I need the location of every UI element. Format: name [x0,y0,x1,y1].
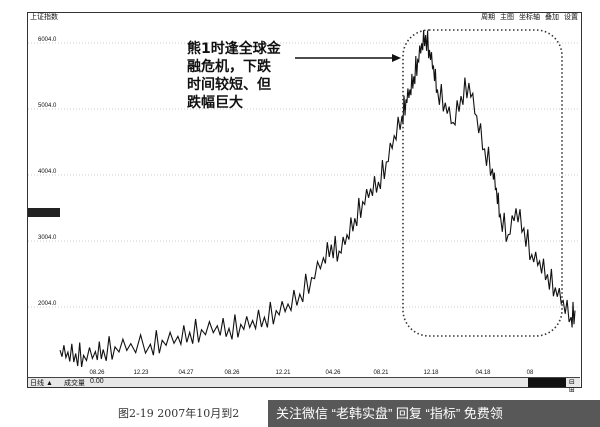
annotation-line: 时间较短、但 [187,77,271,93]
y-axis-marker [28,208,60,217]
chart-frame [27,12,582,388]
price-series-line [59,30,576,367]
annotation-text: 熊1时逢全球金 融危机，下跌 时间较短、但 跌幅巨大 [187,40,297,112]
x-tick-label: 12.21 [275,370,291,376]
toolbar-overlay[interactable]: 叠加 [545,14,559,21]
x-tick-label: 04.26 [325,370,341,376]
period-label[interactable]: 日线 ▲ [30,380,53,387]
indicator-value: 0.00 [90,378,104,385]
x-tick-label: 04.18 [475,370,491,376]
annotation-line: 跌幅巨大 [187,95,243,111]
x-tick-label: 04.27 [178,370,194,376]
y-tick-label: 4004.0 [38,169,57,175]
indicator-name[interactable]: 成交量 [64,380,85,387]
figure-caption: 图2-19 2007年10月到2 [118,407,240,420]
annotation-line: 融危机，下跌 [187,59,271,75]
watermark-banner: 关注微信 “老韩实盘” 回复 “指标” 免费领 [268,400,600,427]
x-tick-label: 08.26 [224,370,240,376]
x-tick-label: 08.26 [89,370,105,376]
chart-title: 上证指数 [30,14,58,21]
grid [28,42,578,308]
x-tick-label: 12.23 [133,370,149,376]
y-axis-ticks: 2004.0 3004.0 4004.0 5004.0 6004.0 [38,37,57,307]
y-tick-label: 2004.0 [38,301,57,307]
chart-toolbar: 周期 主图 坐标轴 叠加 设置 [481,12,578,22]
annotation-line: 熊1时逢全球金 [187,41,281,57]
toolbar-main[interactable]: 主图 [500,14,514,21]
x-tick-label: 08 [527,370,534,376]
x-axis-ticks: 08.26 12.23 04.27 08.26 12.21 04.26 08.21 12.18… [89,370,534,376]
y-tick-label: 5004.0 [38,103,57,109]
x-tick-label: 12.18 [423,370,439,376]
annotation-arrow-head [392,54,401,62]
highlight-box [402,29,563,337]
y-tick-label: 3004.0 [38,235,57,241]
toolbar-settings[interactable]: 设置 [564,14,578,21]
toolbar-axis[interactable]: 坐标轴 [519,14,540,21]
x-tick-label: 08.21 [373,370,389,376]
volume-panel: 日线 ▲ 成交量 0.00 ⊟ ⊞ [28,377,580,394]
zoom-icon[interactable]: ⊟ ⊞ [569,379,575,394]
y-tick-label: 6004.0 [38,37,57,43]
scroll-thumb[interactable] [528,378,566,387]
toolbar-period[interactable]: 周期 [481,14,495,21]
